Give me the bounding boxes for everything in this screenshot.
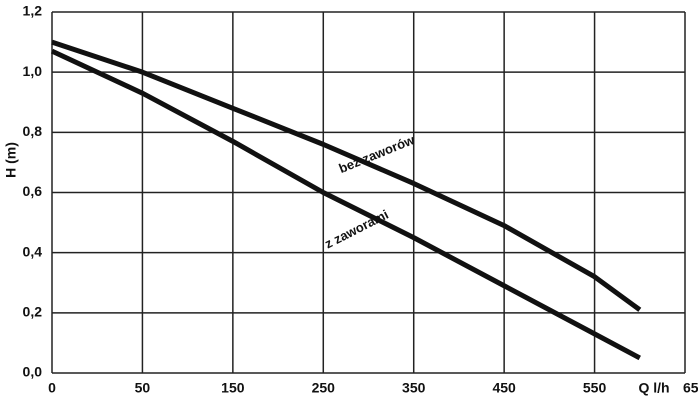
data-line	[50, 48, 641, 361]
y-tick-label: 1,2	[23, 3, 43, 19]
x-tick-label: 350	[402, 380, 426, 396]
y-tick-label: 0,4	[23, 243, 43, 259]
x-tick-label: 250	[312, 380, 336, 396]
y-tick-label: 0,0	[23, 364, 43, 380]
series-label: z zaworami	[322, 207, 391, 252]
x-tick-label: 450	[492, 380, 516, 396]
x-axis-label: Q l/h	[638, 380, 669, 396]
y-tick-label: 0,8	[23, 123, 43, 139]
y-tick-label: 0,2	[23, 304, 43, 320]
y-tick-label: 1,0	[23, 63, 43, 79]
y-tick-label: 0,6	[23, 183, 43, 199]
x-tick-label: 0	[48, 380, 56, 396]
data-line	[51, 39, 642, 312]
x-tick-label: 550	[583, 380, 607, 396]
x-tick-label: 650	[683, 380, 698, 396]
y-axis-label: H (m)	[3, 142, 19, 178]
x-tick-label: 50	[135, 380, 151, 396]
x-tick-label: 150	[221, 380, 245, 396]
